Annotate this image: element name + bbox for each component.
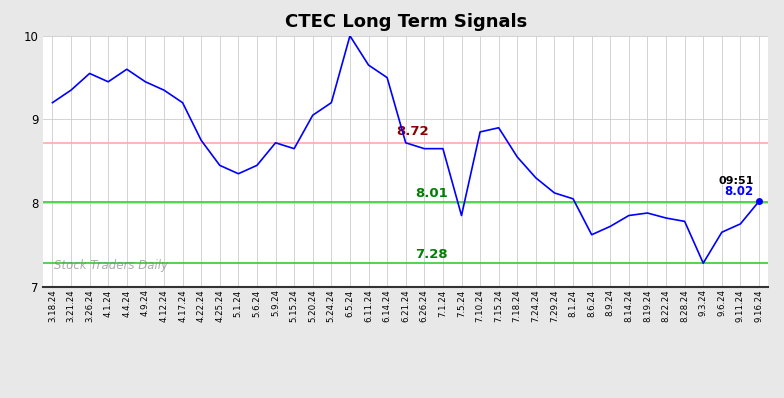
Title: CTEC Long Term Signals: CTEC Long Term Signals xyxy=(285,14,527,31)
Text: 8.02: 8.02 xyxy=(724,185,753,198)
Text: 7.28: 7.28 xyxy=(415,248,448,261)
Text: Stock Traders Daily: Stock Traders Daily xyxy=(54,259,168,271)
Text: 8.72: 8.72 xyxy=(397,125,429,138)
Text: 8.01: 8.01 xyxy=(415,187,448,200)
Text: 09:51: 09:51 xyxy=(718,176,753,186)
